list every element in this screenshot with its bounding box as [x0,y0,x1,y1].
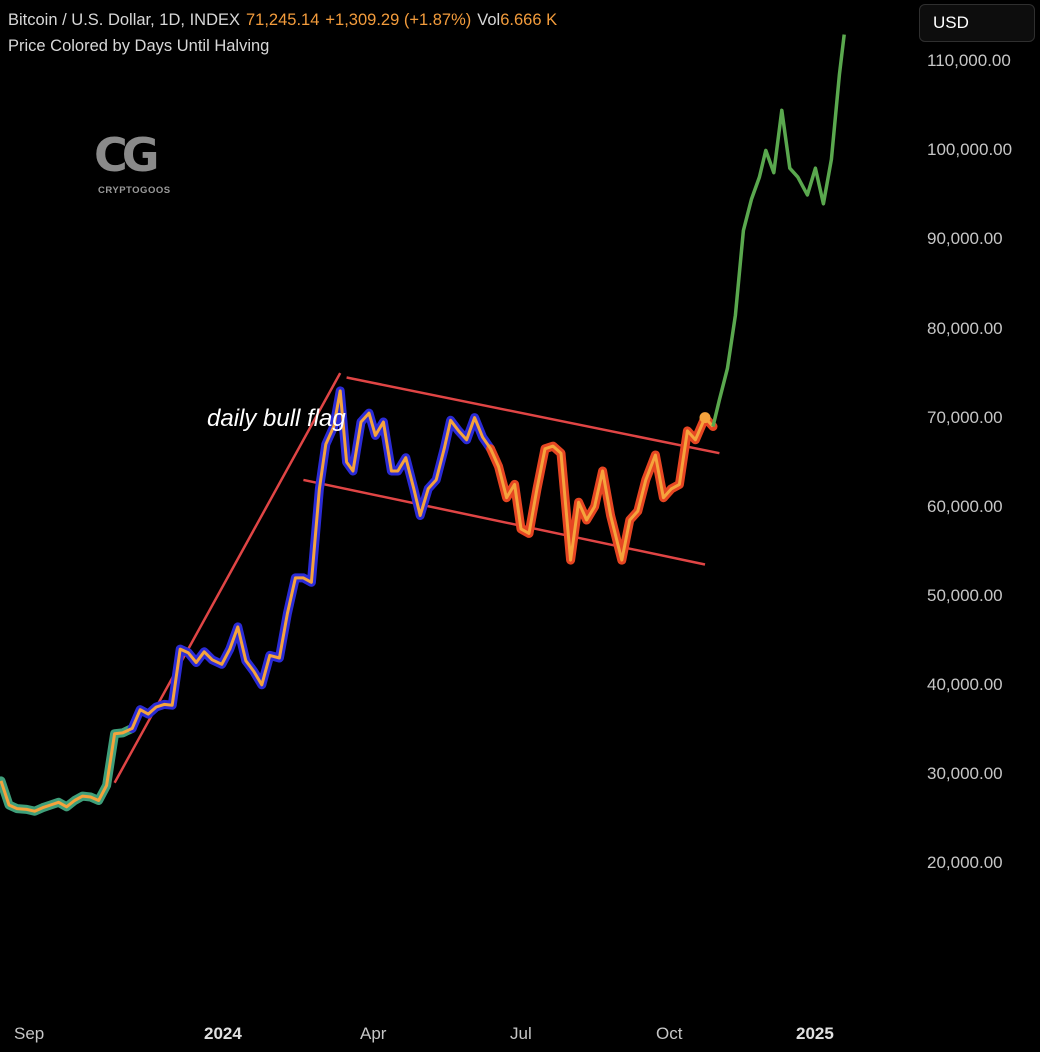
flag-upper-trendline [346,376,720,455]
volume-label: Vol [477,11,501,29]
x-tick-label: Apr [360,1024,387,1043]
y-tick-label: 40,000.00 [927,674,1003,694]
flag-lower-trendline [303,478,706,566]
price-outline-2 [127,386,496,733]
y-tick-label: 90,000.00 [927,229,1003,249]
y-tick-label: 110,000.00 [927,51,1011,71]
volume-value: 6.666 K [500,11,558,29]
logo-mark: CG [94,128,159,182]
breakout-marker [699,412,711,424]
price-line-post-halving [711,34,846,427]
price-outline-3 [486,413,718,565]
annotation-label: daily bull flag [207,405,346,432]
x-tick-label: 2024 [204,1024,242,1043]
symbol-label: Bitcoin / U.S. Dollar, 1D, INDEX [8,11,240,29]
y-tick-label: 80,000.00 [927,318,1003,338]
chart-header: Bitcoin / U.S. Dollar, 1D, INDEX 71,245.1… [8,11,557,30]
y-tick-label: 60,000.00 [927,496,1003,516]
indicator-label: Price Colored by Days Until Halving [8,37,270,55]
y-tick-label: 100,000.00 [927,140,1013,160]
x-tick-label: Jul [510,1024,532,1043]
y-tick-label: 70,000.00 [927,407,1003,427]
price-line-pre-halving [0,389,715,813]
logo-name: CRYPTOGOOS [98,185,171,196]
cryptogoos-logo: CG CRYPTOGOOS [92,128,188,200]
currency-button[interactable]: USD [919,4,1035,42]
y-tick-label: 30,000.00 [927,763,1003,783]
y-tick-label: 50,000.00 [927,585,1003,605]
price-change: +1,309.29 (+1.87%) [325,11,472,29]
close-price: 71,245.14 [246,11,320,29]
x-tick-label: 2025 [796,1024,834,1043]
y-tick-label: 20,000.00 [927,852,1003,872]
x-tick-label: Sep [14,1024,45,1043]
x-tick-label: Oct [656,1024,683,1043]
